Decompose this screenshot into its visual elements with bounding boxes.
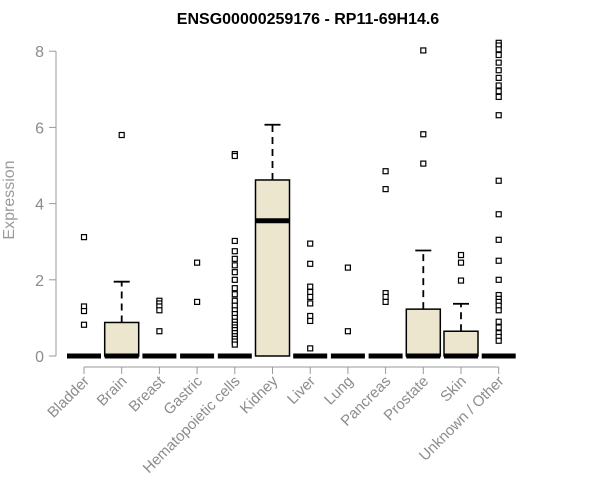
outlier-point bbox=[231, 285, 238, 292]
outlier-point bbox=[495, 324, 502, 331]
x-tick-label: Kidney bbox=[237, 372, 282, 417]
outlier-point bbox=[307, 288, 314, 296]
outlier-point bbox=[495, 257, 502, 264]
outlier-point bbox=[495, 211, 502, 218]
box-2 bbox=[103, 280, 140, 359]
outlier-point bbox=[80, 307, 88, 315]
outlier-point bbox=[344, 264, 351, 271]
outlier-point bbox=[194, 298, 201, 305]
outlier-point bbox=[231, 297, 238, 304]
outlier-point bbox=[194, 259, 201, 266]
y-tick-label: 6 bbox=[35, 120, 44, 137]
outlier-point bbox=[307, 312, 314, 320]
outlier-point bbox=[495, 337, 502, 344]
outlier-point bbox=[457, 259, 465, 266]
outlier-point bbox=[156, 307, 163, 314]
outliers-layer bbox=[80, 39, 502, 352]
outlier-point bbox=[382, 186, 389, 193]
x-tick-label: Liver bbox=[284, 373, 319, 408]
outlier-point bbox=[495, 74, 502, 81]
outlier-point bbox=[382, 168, 389, 175]
outlier-point bbox=[495, 177, 502, 184]
outlier-point bbox=[495, 236, 502, 243]
outlier-point bbox=[495, 318, 502, 325]
outlier-point bbox=[231, 255, 238, 262]
outlier-point bbox=[495, 112, 502, 119]
box-body bbox=[405, 308, 442, 357]
outlier-point bbox=[457, 251, 465, 259]
outlier-point bbox=[457, 277, 465, 284]
y-axis-label: Expression bbox=[1, 160, 18, 239]
outlier-point bbox=[420, 160, 427, 167]
y-tick-label: 2 bbox=[35, 273, 44, 290]
outlier-point bbox=[495, 51, 502, 59]
outlier-point bbox=[231, 269, 238, 276]
box-11 bbox=[443, 302, 479, 359]
outlier-point bbox=[80, 321, 88, 328]
outlier-point bbox=[495, 276, 502, 283]
x-tick-label: Skin bbox=[437, 373, 470, 406]
outlier-point bbox=[231, 262, 238, 269]
outlier-point bbox=[420, 131, 427, 138]
y-tick-label: 8 bbox=[35, 44, 44, 61]
outlier-point bbox=[495, 67, 502, 74]
outlier-point bbox=[231, 291, 238, 298]
outlier-point bbox=[495, 46, 502, 53]
box-body bbox=[254, 179, 291, 357]
outlier-point bbox=[307, 283, 314, 290]
outlier-point bbox=[307, 345, 314, 352]
outlier-point bbox=[231, 248, 238, 255]
x-tick-label: Bladder bbox=[44, 373, 93, 422]
outlier-point bbox=[307, 260, 314, 267]
outlier-point bbox=[118, 131, 125, 139]
outlier-point bbox=[382, 298, 389, 305]
y-tick-label: 4 bbox=[35, 197, 44, 214]
outlier-point bbox=[495, 307, 502, 314]
box-body bbox=[103, 321, 140, 357]
outlier-point bbox=[307, 240, 314, 247]
chart-title: ENSG00000259176 - RP11-69H14.6 bbox=[177, 11, 440, 28]
outlier-point bbox=[80, 234, 88, 241]
outlier-point bbox=[307, 317, 314, 325]
boxes-layer bbox=[67, 123, 516, 359]
outlier-point bbox=[156, 328, 163, 335]
y-axis: 0 2 4 6 8 bbox=[35, 44, 57, 366]
outlier-point bbox=[307, 300, 314, 307]
outlier-point bbox=[231, 152, 238, 160]
outlier-point bbox=[382, 293, 389, 301]
outlier-point bbox=[495, 59, 502, 66]
outlier-point bbox=[307, 293, 314, 301]
box-6 bbox=[254, 123, 291, 357]
outlier-point bbox=[495, 93, 502, 101]
outlier-point bbox=[231, 237, 238, 245]
outlier-point bbox=[231, 276, 238, 283]
y-tick-label: 0 bbox=[35, 349, 44, 366]
outlier-point bbox=[420, 47, 427, 54]
box-body bbox=[443, 330, 479, 357]
outlier-point bbox=[495, 82, 502, 89]
outlier-point bbox=[231, 341, 238, 348]
outlier-point bbox=[344, 328, 351, 335]
outlier-point bbox=[495, 88, 502, 95]
box-10 bbox=[405, 249, 442, 359]
